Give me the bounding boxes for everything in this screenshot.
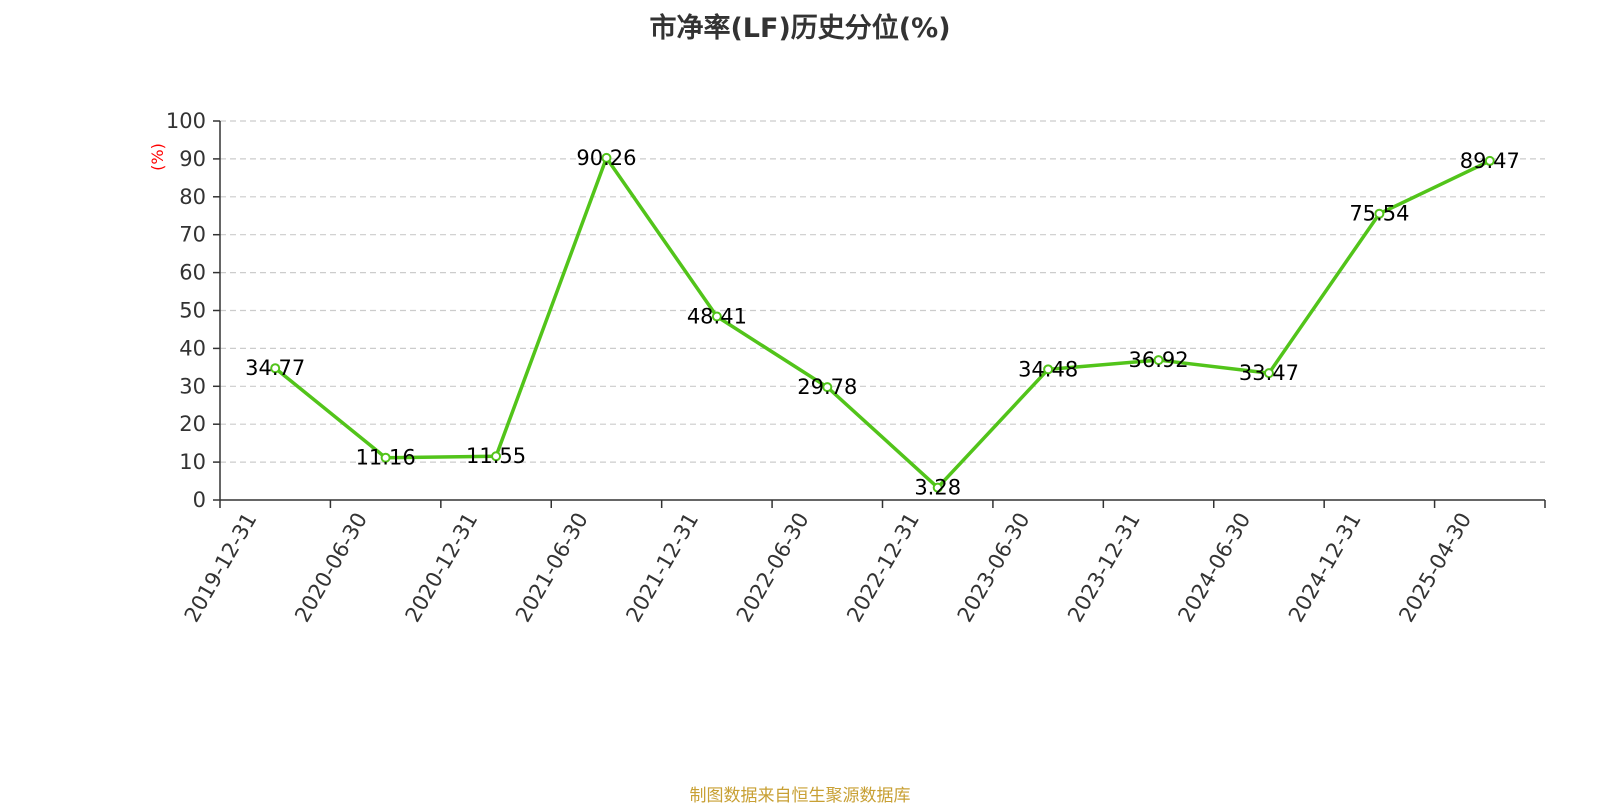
data-label: 3.28 — [914, 476, 961, 500]
data-label: 33.47 — [1239, 361, 1299, 385]
y-tick-label: 40 — [179, 336, 206, 360]
y-tick-label: 90 — [179, 147, 206, 171]
x-tick-label: 2022-12-31 — [842, 508, 924, 626]
x-tick-label: 2023-06-30 — [953, 509, 1035, 627]
x-tick-label: 2019-12-31 — [180, 509, 262, 627]
x-tick-label: 2020-12-31 — [401, 508, 483, 626]
x-tick-label: 2021-06-30 — [511, 509, 593, 627]
data-point — [711, 311, 722, 322]
data-point — [1374, 208, 1385, 219]
data-point — [822, 382, 833, 393]
data-point — [1153, 355, 1164, 366]
y-tick-label: 80 — [179, 185, 206, 209]
y-tick-label: 100 — [166, 109, 206, 133]
chart-title: 市净率(LF)历史分位(%) — [649, 13, 951, 44]
data-labels: 34.77 11.16 11.55 90.26 48.41 29.78 3.28 34.48 3… — [245, 146, 1520, 500]
y-tick-label: 20 — [179, 412, 206, 436]
data-label: 90.26 — [576, 146, 636, 170]
data-point — [491, 451, 502, 462]
data-point — [270, 363, 281, 374]
x-tick-label: 2025-04-30 — [1394, 509, 1476, 627]
data-point — [1043, 364, 1054, 375]
data-label: 48.41 — [687, 305, 747, 329]
y-tick-label: 0 — [193, 488, 206, 512]
data-points — [270, 152, 1495, 493]
series-line — [273, 156, 1492, 490]
data-point — [1484, 155, 1495, 166]
x-tick-label: 2024-12-31 — [1284, 509, 1366, 627]
series-line-path — [273, 156, 1492, 490]
source-note: 制图数据来自恒生聚源数据库 — [689, 786, 911, 806]
data-point — [601, 152, 612, 163]
data-label: 75.54 — [1349, 202, 1409, 226]
x-tick-label: 2023-12-31 — [1063, 509, 1145, 627]
x-tick-label: 2020-06-30 — [290, 509, 372, 627]
data-label: 11.55 — [466, 444, 526, 468]
data-label: 34.48 — [1018, 357, 1078, 381]
y-tick-label: 70 — [179, 223, 206, 247]
axes: 0 10 20 30 40 50 60 70 80 90 100 (%) 2019-12-31 2020-… — [148, 109, 1546, 627]
data-point — [1263, 368, 1274, 379]
x-tick-label: 2021-12-31 — [621, 509, 703, 627]
x-tick-label: 2022-06-30 — [732, 509, 814, 627]
y-axis-label: (%) — [148, 143, 167, 171]
data-point — [932, 482, 943, 493]
data-label: 34.77 — [245, 356, 305, 380]
y-tick-label: 10 — [179, 450, 206, 474]
y-tick-label: 30 — [179, 374, 206, 398]
y-tick-label: 50 — [179, 299, 206, 323]
data-label: 11.16 — [356, 446, 416, 470]
grid-lines — [220, 120, 1545, 463]
data-label: 36.92 — [1128, 348, 1188, 372]
data-point — [380, 452, 391, 463]
y-tick-label: 60 — [179, 261, 206, 285]
x-tick-label: 2024-06-30 — [1173, 509, 1255, 627]
data-label: 89.47 — [1460, 149, 1520, 173]
data-label: 29.78 — [797, 375, 857, 399]
